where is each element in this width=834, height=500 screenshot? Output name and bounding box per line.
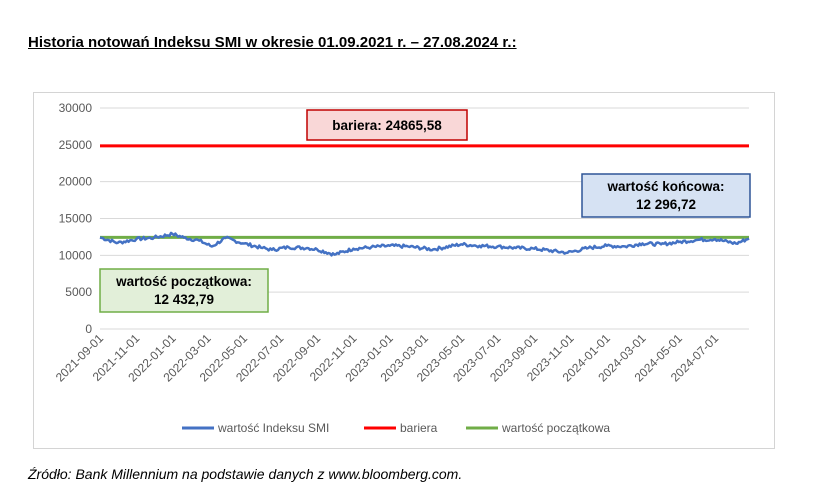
y-tick-label: 0	[85, 322, 92, 336]
smi-index-line	[99, 231, 750, 257]
chart-plot: 3000025000200001500010000500002021-09-01…	[53, 101, 751, 435]
y-tick-label: 5000	[65, 285, 92, 299]
initial-value-annotation-title: wartość początkowa:	[115, 274, 252, 289]
barrier-annotation-box	[306, 109, 468, 141]
legend-item-barrier-label: bariera	[400, 421, 438, 435]
initial-value-annotation-value: 12 432,79	[154, 292, 214, 307]
legend-item-smi-label: wartość Indeksu SMI	[217, 421, 329, 435]
initial-value-annotation-box	[99, 268, 269, 313]
y-tick-label: 10000	[59, 248, 93, 262]
source-note: Źródło: Bank Millennium na podstawie dan…	[28, 466, 463, 482]
final-value-annotation-value: 12 296,72	[636, 197, 696, 212]
final-value-annotation-box	[581, 173, 751, 218]
legend-item-initial-label: wartość początkowa	[501, 421, 610, 435]
y-tick-label: 20000	[59, 175, 93, 189]
page-title: Historia notowań Indeksu SMI w okresie 0…	[28, 34, 517, 51]
y-tick-label: 15000	[59, 212, 93, 226]
barrier-annotation-label: bariera: 24865,58	[332, 118, 442, 133]
y-tick-label: 25000	[59, 138, 93, 152]
final-value-annotation-title: wartość końcowa:	[606, 179, 724, 194]
y-tick-label: 30000	[59, 101, 93, 115]
chart-frame: 30000 25000 20000 15000 10000 5000 0 2021-09-01…	[33, 92, 775, 449]
